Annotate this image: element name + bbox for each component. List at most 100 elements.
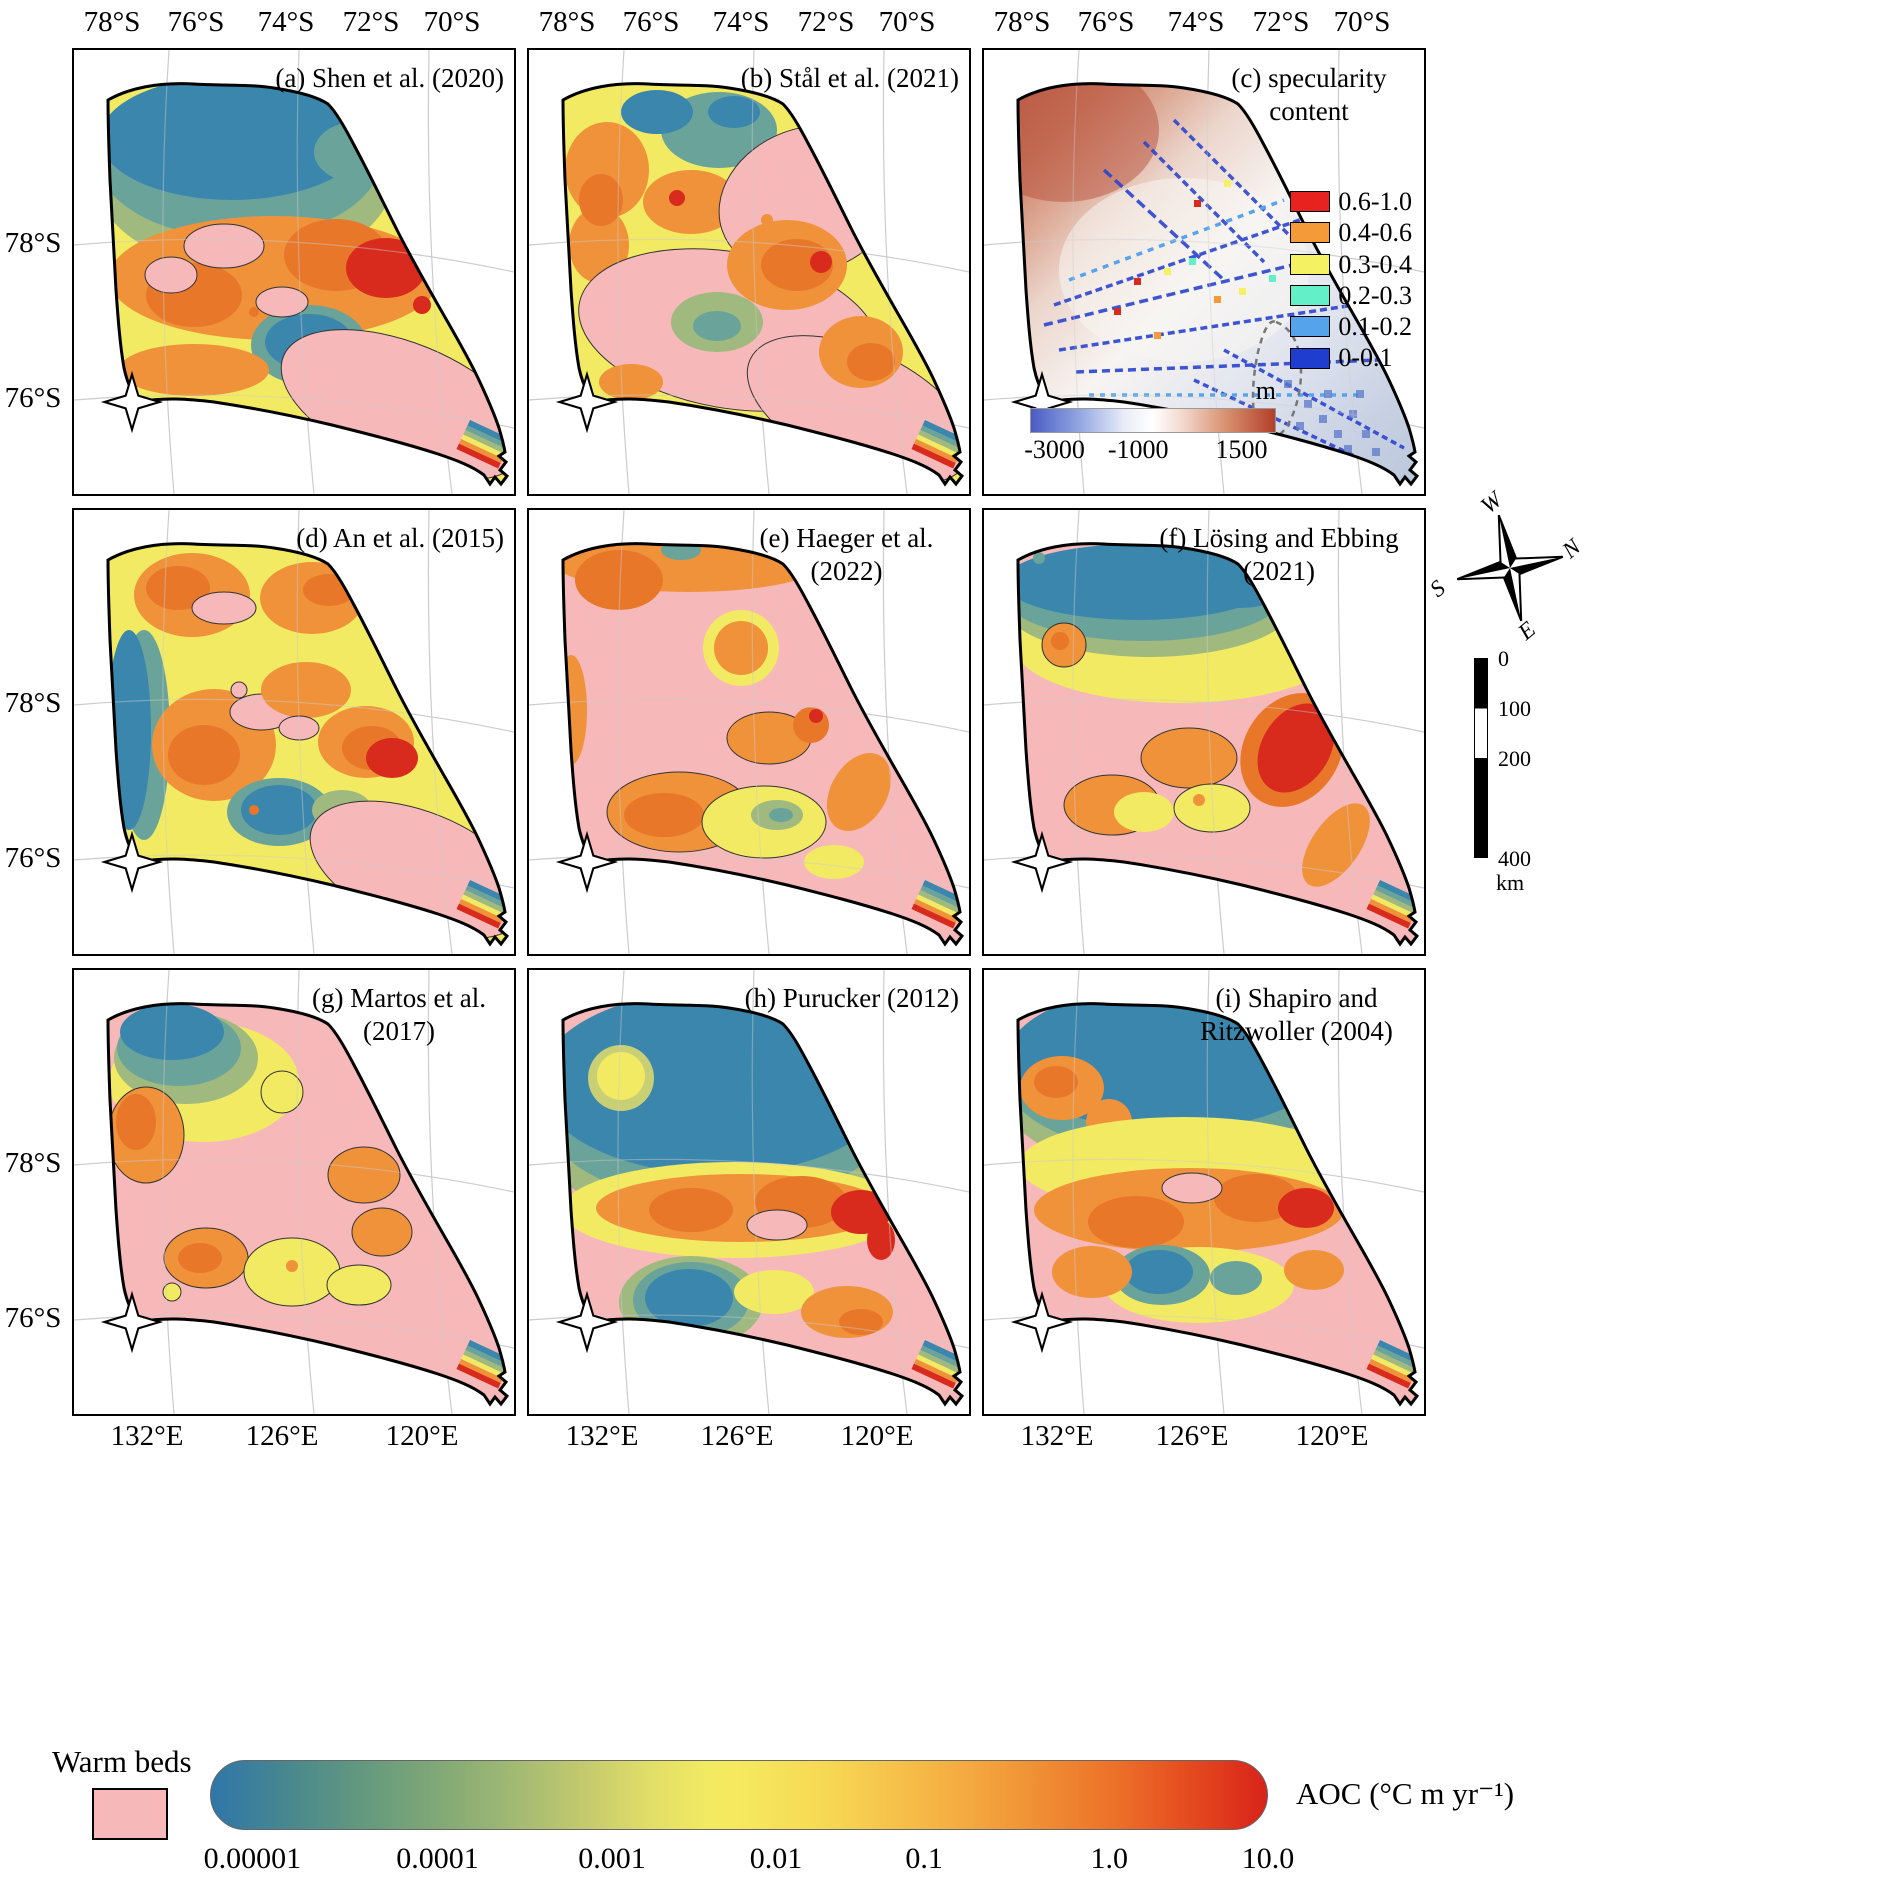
scale-bar-segments <box>1474 658 1488 858</box>
aoc-tick: 1.0 <box>1090 1842 1129 1875</box>
axis-tick-bottom: 120°E <box>840 1420 914 1452</box>
axis-tick-top: 72°S <box>1252 6 1310 38</box>
aoc-tick: 0.0001 <box>396 1842 479 1875</box>
legend-swatch <box>1290 191 1331 213</box>
panel-label-c: (c) specularity content <box>1231 63 1387 126</box>
panel-label-b: (b) Stål et al. (2021) <box>740 63 959 93</box>
axis-tick-top: 72°S <box>797 6 855 38</box>
scale-tick: 200 <box>1498 746 1531 771</box>
warm-beds-swatch <box>92 1788 168 1840</box>
aoc-tick: 0.00001 <box>203 1842 302 1875</box>
elevation-gradient-bar <box>1030 408 1276 433</box>
panel-label-a: (a) Shen et al. (2020) <box>275 63 504 93</box>
map-panel-g: (g) Martos et al. (2017) <box>72 968 516 1416</box>
axis-tick-bottom: 120°E <box>385 1420 459 1452</box>
aoc-tick: 0.01 <box>749 1842 803 1875</box>
axis-tick-bottom: 120°E <box>1295 1420 1369 1452</box>
axis-tick-left: 76°S <box>4 842 62 874</box>
axis-tick-top: 78°S <box>83 6 141 38</box>
map-panel-a: (a) Shen et al. (2020) <box>72 48 516 496</box>
map-panel-e: (e) Haeger et al. (2022) <box>527 508 971 956</box>
aoc-tick: 0.001 <box>578 1842 646 1875</box>
lake-outline <box>1251 320 1303 441</box>
legend-label: 0.4-0.6 <box>1338 218 1412 248</box>
map-a <box>74 50 514 494</box>
axis-tick-top: 74°S <box>257 6 315 38</box>
map-panel-b: (b) Stål et al. (2021) <box>527 48 971 496</box>
axis-tick-left: 78°S <box>4 227 62 259</box>
axis-tick-left: 76°S <box>4 382 62 414</box>
legend-label: 0.1-0.2 <box>1338 312 1412 342</box>
aoc-regions <box>563 1003 962 1404</box>
warm-beds-label: Warm beds <box>52 1744 192 1779</box>
axis-tick-bottom: 132°E <box>565 1420 639 1452</box>
panel-label-h: (h) Purucker (2012) <box>744 983 959 1013</box>
legend-row: 0.2-0.3 <box>1290 282 1412 309</box>
specularity-legend: 0.6-1.0 0.4-0.6 0.3-0.4 0.2-0.3 0.1-0.2 … <box>1290 188 1412 376</box>
panel-label-e: (e) Haeger et al. (2022) <box>759 523 934 586</box>
map-f <box>984 510 1424 954</box>
axis-tick-bottom: 132°E <box>110 1420 184 1452</box>
axis-tick-top: 72°S <box>342 6 400 38</box>
scale-bar: 0 100 200 400 km <box>1474 646 1564 898</box>
axis-tick-left: 78°S <box>4 1147 62 1179</box>
aoc-colorbar-title: AOC (°C m yr⁻¹) <box>1296 1776 1515 1811</box>
legend-swatch <box>1290 347 1331 369</box>
axis-tick-left: 78°S <box>4 687 62 719</box>
axis-tick-top: 76°S <box>167 6 225 38</box>
axis-tick-top: 78°S <box>538 6 596 38</box>
legend-row: 0.3-0.4 <box>1290 249 1412 279</box>
legend-label: 0.2-0.3 <box>1338 280 1412 310</box>
axis-tick-top: 74°S <box>1167 6 1225 38</box>
axis-tick-left: 76°S <box>4 1302 62 1334</box>
aoc-colorbar-ticks: 0.00001 0.0001 0.001 0.01 0.1 1.0 10.0 <box>204 1842 1295 1882</box>
elevation-colorbar: m -3000 -1000 1500 <box>1024 376 1276 465</box>
compass-icon <box>1456 514 1564 622</box>
axis-tick-top: 78°S <box>993 6 1051 38</box>
axis-tick-bottom: 126°E <box>245 1420 319 1452</box>
axis-tick-top: 70°S <box>878 6 936 38</box>
aoc-regions <box>108 543 507 944</box>
map-g <box>74 970 514 1414</box>
legend-row: 0.4-0.6 <box>1290 218 1412 248</box>
legend-label: 0.6-1.0 <box>1338 187 1412 216</box>
map-panel-d: (d) An et al. (2015) <box>72 508 516 956</box>
aoc-tick: 10.0 <box>1241 1842 1295 1875</box>
map-i <box>984 970 1424 1414</box>
legend-label: 0.3-0.4 <box>1338 249 1412 279</box>
legend-swatch <box>1290 222 1331 244</box>
scale-unit: km <box>1496 870 1525 895</box>
axis-tick-bottom: 126°E <box>700 1420 774 1452</box>
map-panel-h: (h) Purucker (2012) <box>527 968 971 1416</box>
axis-tick-top: 76°S <box>1077 6 1135 38</box>
legend-row: 0.1-0.2 <box>1290 313 1412 340</box>
legend-row: 0-0.1 <box>1290 343 1412 373</box>
map-b <box>529 50 969 494</box>
legend-label: 0-0.1 <box>1338 343 1393 373</box>
elevation-tick: -1000 <box>1107 435 1169 464</box>
map-h <box>529 970 969 1414</box>
legend-swatch <box>1290 316 1331 338</box>
legend-row: 0.6-1.0 <box>1290 188 1412 215</box>
aoc-regions <box>563 83 962 484</box>
elevation-tick: 1500 <box>1215 435 1268 464</box>
legend-swatch <box>1290 253 1331 275</box>
panel-label-g: (g) Martos et al. (2017) <box>312 983 486 1046</box>
map-panel-f: (f) Lösing and Ebbing (2021) <box>982 508 1426 956</box>
legend-swatch <box>1290 285 1331 307</box>
compass-rose: W N S E <box>1425 487 1588 646</box>
axis-tick-top: 70°S <box>423 6 481 38</box>
scale-tick: 0 <box>1498 646 1509 671</box>
axis-tick-top: 74°S <box>712 6 770 38</box>
elevation-ticks: -3000 -1000 1500 <box>1024 433 1276 465</box>
axis-tick-top: 70°S <box>1333 6 1391 38</box>
scale-tick: 400 <box>1498 846 1531 871</box>
map-d <box>74 510 514 954</box>
axis-tick-bottom: 132°E <box>1020 1420 1094 1452</box>
specularity-pixels <box>1114 180 1276 339</box>
panel-label-i: (i) Shapiro and Ritzwoller (2004) <box>1200 983 1393 1046</box>
map-panel-i: (i) Shapiro and Ritzwoller (2004) <box>982 968 1426 1416</box>
aoc-colorbar <box>210 1760 1268 1830</box>
map-panel-c: (c) specularity content 0.6-1.0 0.4-0.6 … <box>982 48 1426 496</box>
